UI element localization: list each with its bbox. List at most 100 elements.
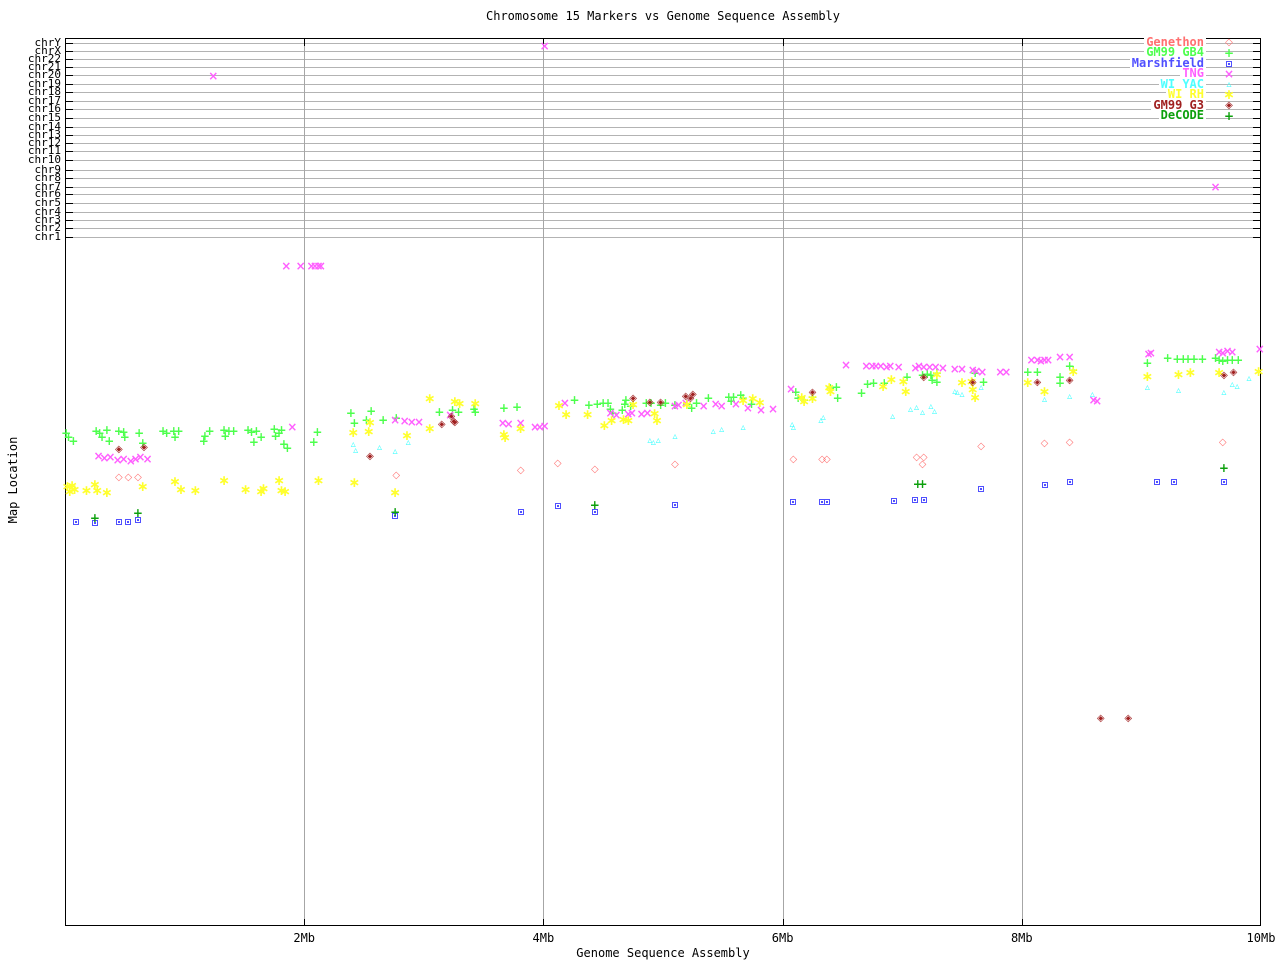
data-point-wi-rh: ∗ [255,484,268,500]
data-point-wi-rh: ∗ [754,395,766,411]
data-point-tng: × [1035,354,1046,368]
data-point-gm99-g3: ◈ [686,393,695,404]
data-point-gm99-gb4: + [134,426,145,440]
data-point-gm99-g3: ◈ [629,393,637,404]
data-point-gm99-gb4: + [931,366,942,380]
data-point-tng: × [956,362,968,376]
data-point-genethon: ◇ [1218,437,1227,448]
data-point-gm99-gb4: + [119,430,130,444]
data-point-gm99-gb4: + [686,401,697,415]
data-point-tng: × [125,454,136,468]
data-point-gm99-gb4: + [498,401,509,415]
y-tick-right [1253,83,1260,85]
data-point-marshfield [134,517,141,523]
data-point-genethon: ◇ [392,470,401,481]
data-point-gm99-gb4: + [1183,352,1194,366]
data-point-tng: × [636,407,647,421]
data-point-wi-yac: ▵ [978,382,984,393]
h-gridline-chr6 [66,194,1260,195]
data-point-wi-rh: ∗ [824,384,837,400]
data-point-gm99-g3: ◈ [919,372,928,383]
data-point-gm99-gb4: + [723,390,734,404]
y-tick-label-chr6: chr6 [34,187,62,200]
data-point-gm99-gb4: + [1022,365,1033,379]
data-point-tng: × [1092,394,1103,408]
data-point-tng: × [390,413,401,427]
data-point-gm99-gb4: + [746,397,757,411]
h-gridline-chr7 [66,186,1260,188]
y-tick-label-chr12: chr12 [27,135,61,149]
data-point-gm99-gb4: + [158,424,169,438]
y-tick-right [1253,92,1260,93]
data-point-gm99-gb4: + [735,388,746,402]
legend-marker-cross: × [1223,67,1235,81]
data-point-wi-rh: ∗ [469,396,482,412]
data-point-genethon: ◇ [671,459,679,470]
data-point-gm99-gb4: + [703,391,714,405]
h-gridline-chr20 [66,75,1260,76]
data-point-marshfield [1041,482,1048,488]
data-point-tng: × [130,452,141,466]
v-gridline-4Mb [543,39,545,925]
h-gridline-chr1 [66,236,1260,238]
data-point-marshfield [125,519,132,525]
data-point-gm99-gb4: + [1222,353,1233,367]
y-tick-left [66,228,73,229]
y-tick-label-chr20: chr20 [27,68,61,81]
h-gridline-chr9 [66,169,1260,171]
data-point-wi-yac: ▵ [350,439,356,450]
data-point-wi-yac: ▵ [952,386,958,397]
data-point-tng: × [539,39,550,53]
y-tick-label-chr8: chr8 [34,171,62,184]
data-point-marshfield [392,513,399,519]
data-point-decode: + [917,477,928,491]
data-point-tng: × [840,358,852,372]
data-point-wi-rh: ∗ [239,482,252,498]
data-point-wi-yac: ▵ [928,401,934,412]
data-point-wi-yac: ▵ [650,437,656,448]
h-gridline-chr10 [66,159,1260,161]
legend-label-genethon: Genethon [1144,34,1206,49]
data-point-tng: × [295,259,306,273]
x-tick-top [304,39,306,46]
y-tick-right [1253,50,1260,52]
data-point-marshfield [554,503,561,509]
data-point-tng: × [867,359,878,373]
data-point-wi-yac: ▵ [931,406,937,417]
data-point-gm99-gb4: + [361,413,372,427]
x-tick-label-4Mb: 4Mb [532,931,555,945]
data-point-genethon: ◇ [818,454,826,465]
y-tick-right [1253,194,1260,195]
h-gridline-chr16 [66,109,1260,110]
data-point-marshfield [1153,479,1160,485]
h-gridline-chr3 [66,220,1260,221]
data-point-wi-rh: ∗ [348,475,361,491]
data-point-gm99-g3: ◈ [1124,713,1133,724]
data-point-tng: × [315,259,326,273]
data-point-wi-rh: ∗ [622,413,635,429]
x-tick-label-6Mb: 6Mb [771,931,794,945]
data-point-gm99-gb4: + [978,375,989,389]
data-point-tng: × [399,414,410,428]
data-point-tng: × [930,360,941,374]
data-point-tng: × [673,398,684,412]
data-point-gm99-gb4: + [256,430,267,444]
data-point-gm99-gb4: + [790,385,801,399]
legend-label-marshfield: Marshfield [1129,55,1206,70]
data-point-wi-rh: ∗ [1184,365,1197,381]
data-point-tng: × [885,359,896,373]
data-point-genethon: ◇ [134,472,142,483]
data-point-tng: × [1055,350,1066,364]
h-gridline-chrY [66,42,1260,44]
data-point-gm99-g3: ◈ [449,416,458,427]
data-point-tng: × [99,451,110,465]
y-tick-label-chr15: chr15 [27,110,61,124]
y-tick-right [1253,186,1260,188]
h-gridline-chr17 [66,100,1260,102]
data-point-tng: × [949,362,960,376]
data-point-gm99-gb4: + [1064,359,1075,373]
data-point-tng: × [785,382,796,396]
data-point-wi-yac: ▵ [914,402,920,413]
data-point-genethon: ◇ [977,441,985,452]
data-point-gm99-g3: ◈ [968,377,977,388]
